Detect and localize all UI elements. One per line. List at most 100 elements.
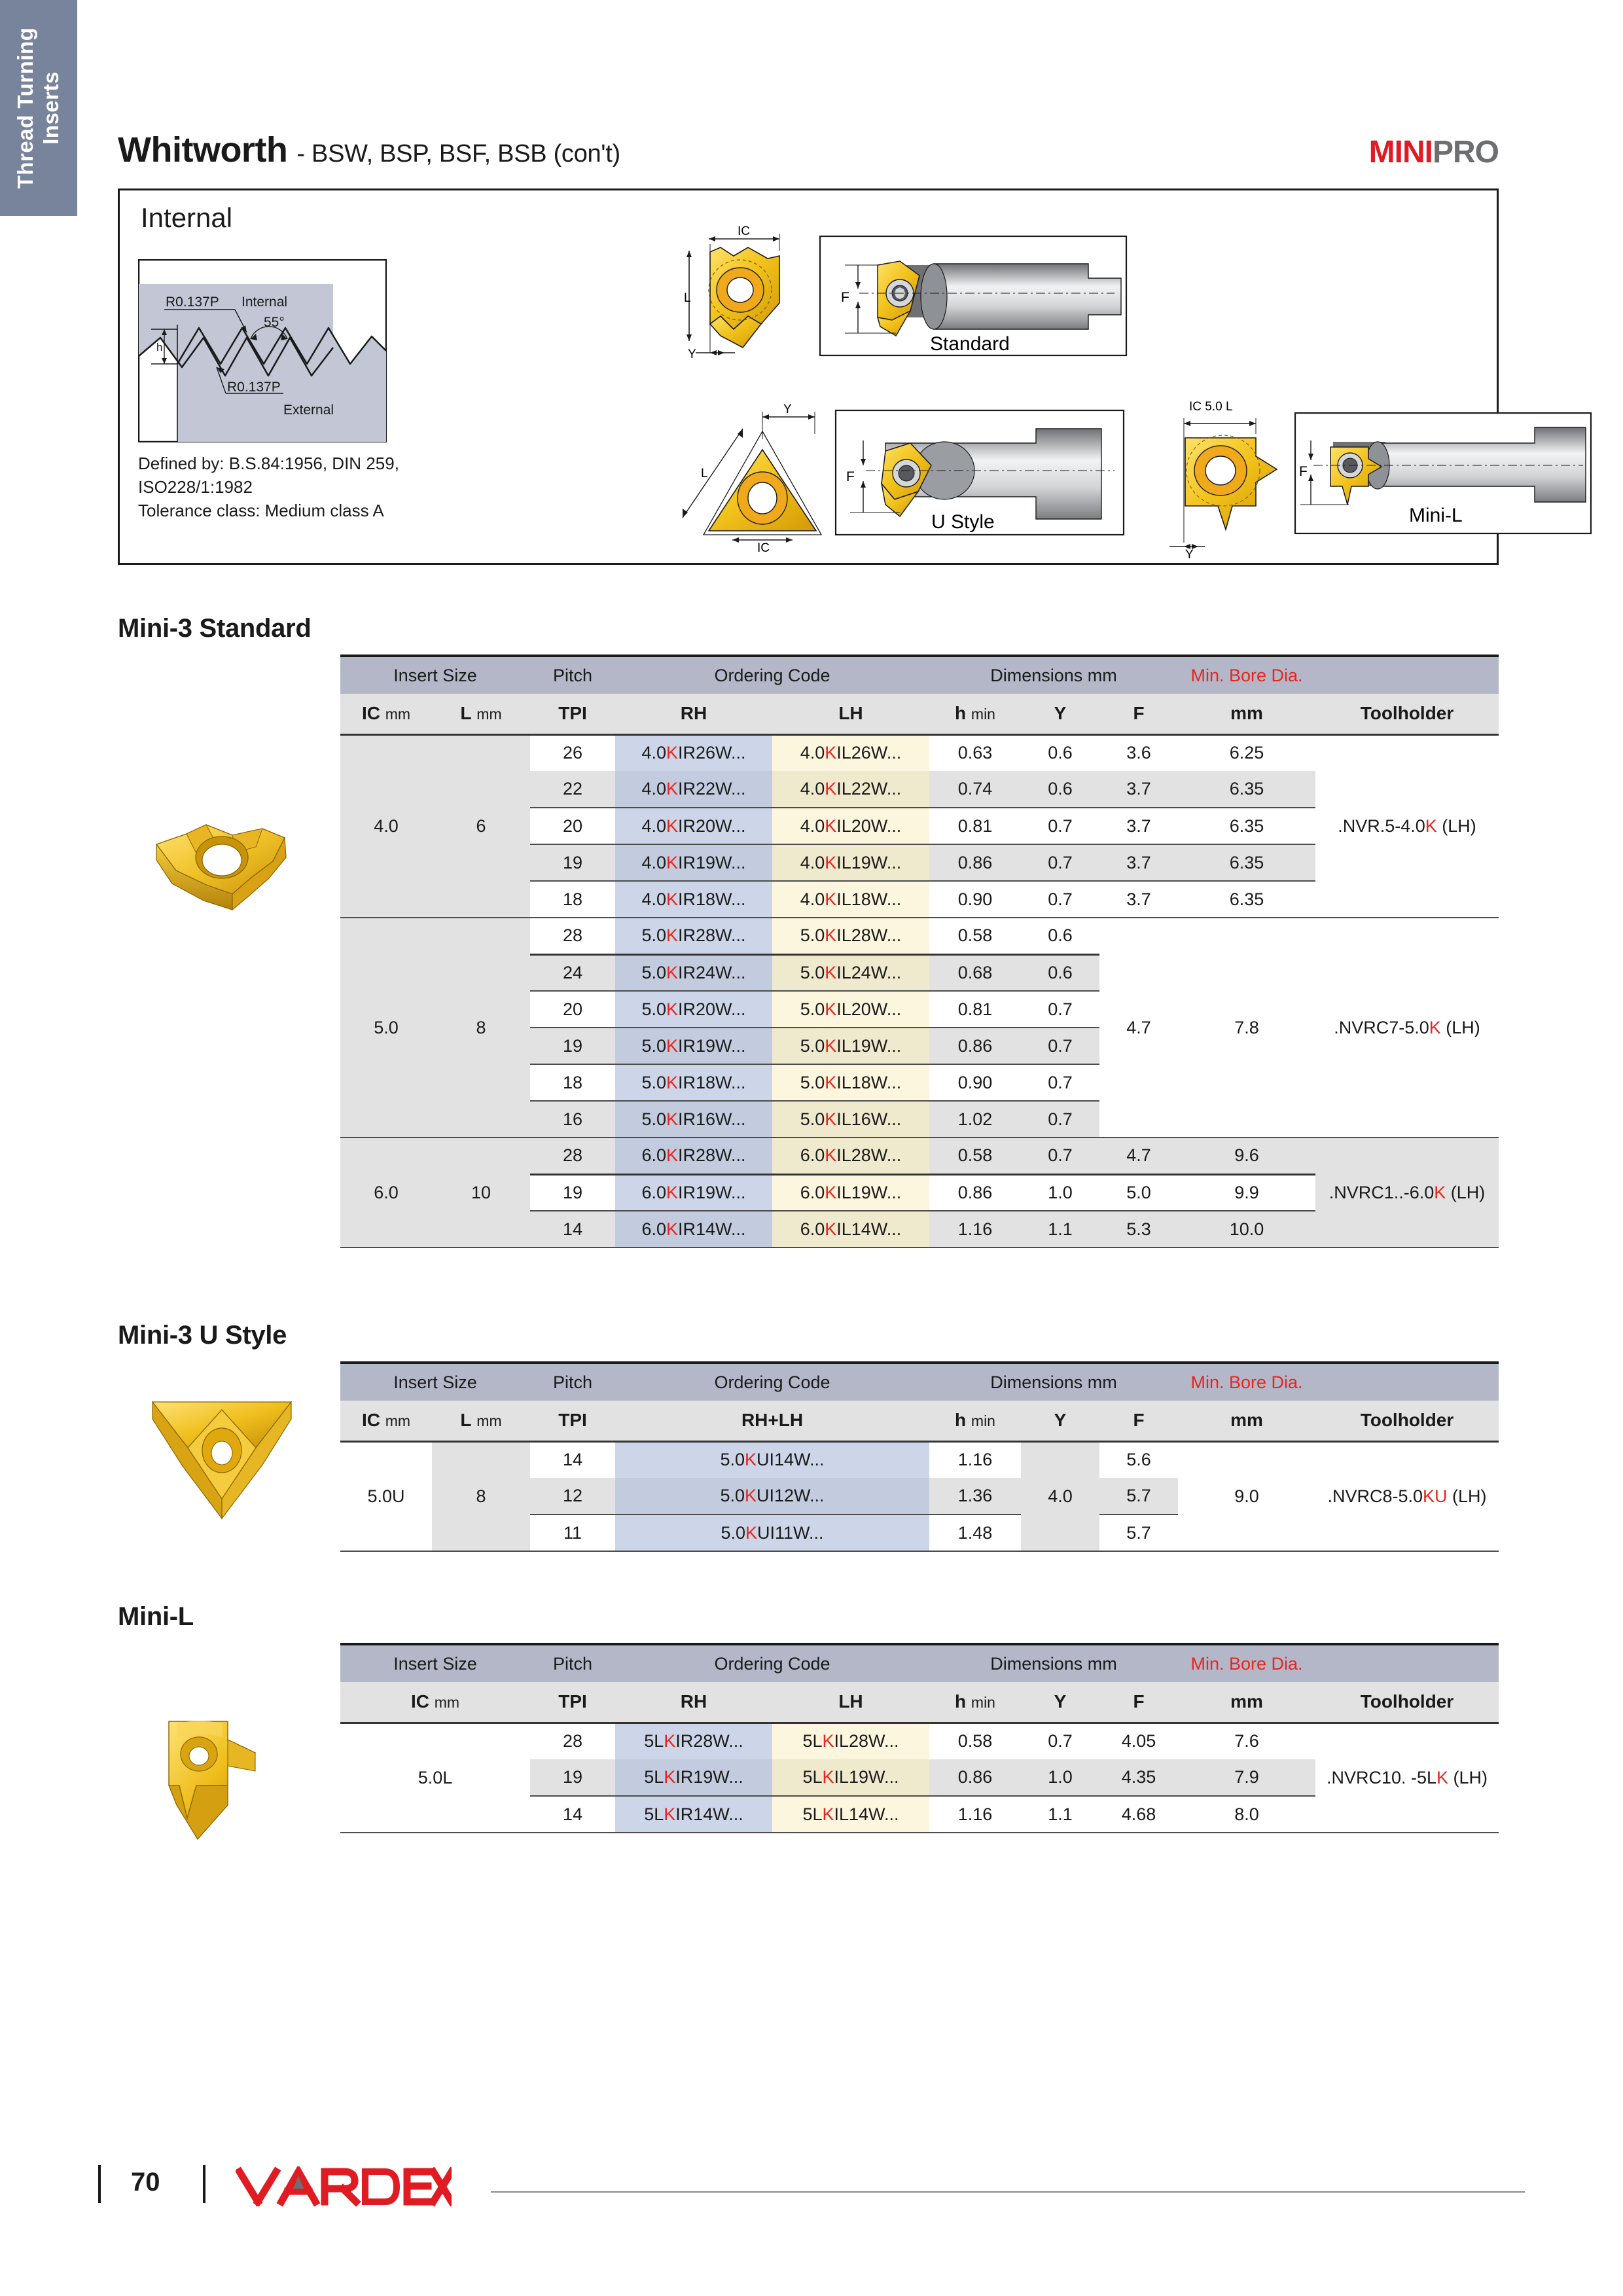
cell-y: 0.6 (1021, 771, 1099, 808)
group-header-pitch: Pitch (530, 1644, 615, 1682)
col-header-h-min: h min (929, 694, 1021, 734)
diagram-ustyle: Y L IC (669, 400, 1128, 557)
diagram-standard: L IC Y (669, 224, 1128, 388)
cell-tpi: 20 (562, 999, 583, 1019)
cell-bore: 6.35 (1178, 844, 1315, 881)
page-footer: 70 (98, 2160, 1525, 2212)
page-title-sub: - BSW, BSP, BSF, BSB (con't) (296, 140, 620, 168)
cell-rh-code: 5LKIR28W... (615, 1723, 772, 1759)
cell-lh-code: 4.0KIL19W... (772, 844, 929, 881)
table-row: 14 5LKIR14W... 5LKIL14W... 1.16 1.1 4.68… (340, 1796, 1499, 1833)
cell-lh-code: 5.0KIL28W... (772, 918, 929, 954)
col-header-toolholder: Toolholder (1315, 1682, 1499, 1723)
dim-Y-label-u: Y (783, 403, 792, 416)
cell-l: 6 (432, 734, 530, 918)
cell-lh-code: 5.0KIL18W... (772, 1064, 929, 1101)
page-title-main: Whitworth (118, 130, 288, 170)
group-header-blank (1315, 1363, 1499, 1401)
cell-tpi: 18 (562, 889, 583, 909)
cell-rh-code: 4.0KIR20W... (615, 808, 772, 844)
dim-F-label-l: F (1299, 464, 1308, 479)
cell-l: 8 (432, 918, 530, 1138)
group-header-blank (1315, 1644, 1499, 1682)
cell-rh-code: 6.0KIR28W... (615, 1138, 772, 1174)
group-header-pitch: Pitch (530, 656, 615, 694)
cell-code: 5.0KUI11W... (615, 1515, 929, 1551)
cell-h: 0.63 (957, 743, 993, 763)
diagram-minil: IC 5.0 L Y (1160, 387, 1596, 562)
cell-h: 0.68 (929, 954, 1021, 991)
cell-h: 1.02 (929, 1101, 1021, 1138)
cell-f-merged: 4.7 (1126, 1017, 1151, 1037)
cell-tpi: 19 (530, 1759, 615, 1796)
cell-f: 3.7 (1099, 844, 1178, 881)
col-header-h-min: h min (929, 1401, 1021, 1441)
cell-toolholder: .NVRC7-5.0K (LH) (1334, 1017, 1480, 1037)
cell-y: 1.0 (1048, 1182, 1073, 1202)
internal-diagram-panel: Internal h (118, 188, 1592, 565)
table-row: 5.0L 28 5LKIR28W... 5LKIL28W... 0.58 0.7… (340, 1723, 1499, 1787)
cell-tpi: 26 (562, 743, 583, 763)
cell-bore: 6.35 (1229, 889, 1264, 909)
table-column-header-row: IC mm L mm TPI RH+LH h min Y F mm Toolho… (340, 1401, 1499, 1441)
minipro-logo-mini: MINI (1368, 135, 1433, 170)
cell-lh-code: 5.0KIL19W... (772, 1028, 929, 1064)
table-row: 11 5.0KUI11W... 1.48 5.7 (340, 1515, 1499, 1551)
group-header-min-bore-dia: Min. Bore Dia. (1178, 1363, 1315, 1401)
side-tab: Thread Turning Inserts (0, 0, 77, 216)
cell-toolholder: .NVRC8-5.0KU (LH) (1327, 1486, 1487, 1506)
cell-bore: 9.6 (1178, 1138, 1315, 1174)
dim-F-label: F (841, 290, 849, 305)
table-group-header-row: Insert Size Pitch Ordering Code Dimensio… (340, 656, 1499, 694)
cell-f: 5.3 (1099, 1211, 1178, 1247)
cell-ic: 5.0 (340, 918, 432, 1138)
dim-L-label-u: L (701, 467, 708, 480)
cell-y: 1.0 (1021, 1759, 1099, 1796)
table-row: 24 5.0KIR24W... 5.0KIL24W... 0.68 0.6 (340, 954, 1499, 991)
cell-rh-code: 5.0KIR19W... (615, 1028, 772, 1064)
cell-y: 0.7 (1021, 1138, 1099, 1174)
standards-line-2: ISO228/1:1982 (138, 476, 253, 497)
cell-tpi: 22 (530, 771, 615, 808)
col-header-rh: RH (615, 1682, 772, 1723)
cell-lh-code: 5.0KIL20W... (772, 991, 929, 1028)
cell-rh-code: 6.0KIR14W... (615, 1211, 772, 1247)
table-mini3-ustyle: Insert Size Pitch Ordering Code Dimensio… (340, 1361, 1499, 1552)
cell-lh-code: 6.0KIL14W... (772, 1211, 929, 1247)
cell-bore: 6.35 (1178, 771, 1315, 808)
col-header-l-mm: L mm (432, 1401, 530, 1441)
standards-line-3: Tolerance class: Medium class A (138, 500, 384, 520)
table-row: 18 5.0KIR18W... 5.0KIL18W... 0.90 0.7 (340, 1064, 1499, 1101)
group-header-ordering-code: Ordering Code (615, 1644, 929, 1682)
col-header-f: F (1099, 1401, 1178, 1441)
standards-line-1: Defined by: B.S.84:1956, DIN 259, (138, 454, 399, 473)
table-row: 6.0 10 28 6.0KIR28W... 6.0KIL28W... 0.58… (340, 1138, 1499, 1247)
group-header-blank (1315, 656, 1499, 694)
dim-L-label: L (684, 291, 691, 305)
cell-y: 0.6 (1021, 954, 1099, 991)
cell-y: 0.6 (1048, 743, 1073, 763)
cell-tpi: 19 (530, 844, 615, 881)
cell-tpi: 20 (562, 816, 583, 836)
page-header: Whitworth - BSW, BSP, BSF, BSB (con't) M… (118, 124, 1499, 170)
cell-h: 0.86 (929, 844, 1021, 881)
col-header-tpi: TPI (530, 1682, 615, 1723)
group-header-ordering-code: Ordering Code (615, 1363, 929, 1401)
cell-lh-code: 6.0KIL19W... (772, 1174, 929, 1211)
group-header-ordering-code: Ordering Code (615, 656, 929, 694)
cell-h: 0.90 (957, 889, 993, 909)
side-tab-label: Thread Turning Inserts (13, 27, 64, 189)
cell-rh-code: 5.0KIR18W... (615, 1064, 772, 1101)
col-header-lh: LH (772, 1682, 929, 1723)
table-row: 19 5.0KIR19W... 5.0KIL19W... 0.86 0.7 (340, 1028, 1499, 1064)
cell-lh-code: 5.0KIL24W... (772, 954, 929, 991)
table-row: 18 4.0KIR18W... 4.0KIL18W... 0.90 0.7 3.… (340, 881, 1499, 918)
cell-rh-code: 4.0KIR18W... (615, 881, 772, 918)
cell-l: 10 (432, 1138, 530, 1247)
col-header-f: F (1099, 694, 1178, 734)
dim-IC-label: IC (738, 224, 750, 238)
cell-f: 3.6 (1126, 743, 1151, 763)
table-row: 12 5.0KUI12W... 1.36 5.7 (340, 1478, 1499, 1515)
cell-rh-code: 4.0KIR26W... (615, 734, 772, 771)
cell-tpi: 14 (562, 1450, 583, 1470)
